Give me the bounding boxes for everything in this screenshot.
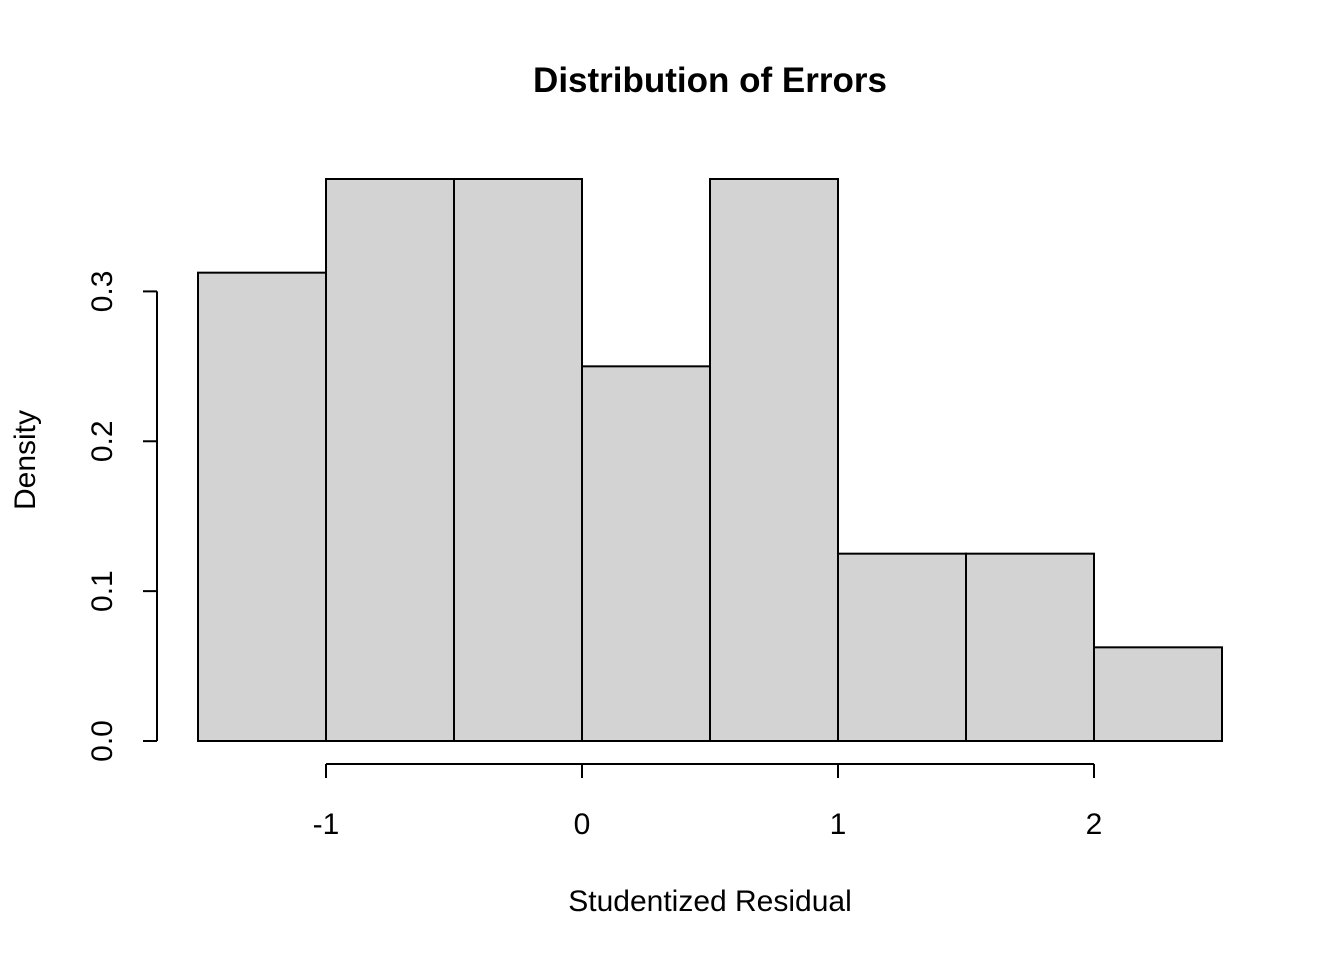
y-axis-label: Density	[9, 410, 42, 510]
x-axis-label: Studentized Residual	[568, 885, 852, 918]
x-axis: -1 0 1 2	[313, 763, 1103, 841]
y-axis: 0.0 0.1 0.2 0.3	[86, 271, 158, 762]
y-tick-label-3: 0.3	[86, 271, 119, 313]
y-tick-label-2: 0.2	[86, 420, 119, 462]
x-tick-label-2: 1	[830, 808, 847, 841]
x-tick-label-0: -1	[313, 808, 340, 841]
y-tick-label-0: 0.0	[86, 720, 119, 762]
histogram-bar-2	[453, 178, 583, 742]
histogram-bar-5	[837, 552, 967, 743]
x-tick-label-1: 0	[574, 808, 591, 841]
histogram-bar-1	[325, 178, 455, 742]
histogram-bar-4	[709, 178, 839, 742]
x-tick-label-3: 2	[1086, 808, 1103, 841]
histogram-bar-0	[197, 271, 327, 742]
histogram-bar-7	[1093, 646, 1223, 742]
y-tick-label-1: 0.1	[86, 570, 119, 612]
histogram-bar-6	[965, 552, 1095, 743]
chart-title: Distribution of Errors	[533, 61, 887, 100]
histogram-bars	[197, 178, 1223, 743]
histogram-bar-3	[581, 365, 711, 742]
